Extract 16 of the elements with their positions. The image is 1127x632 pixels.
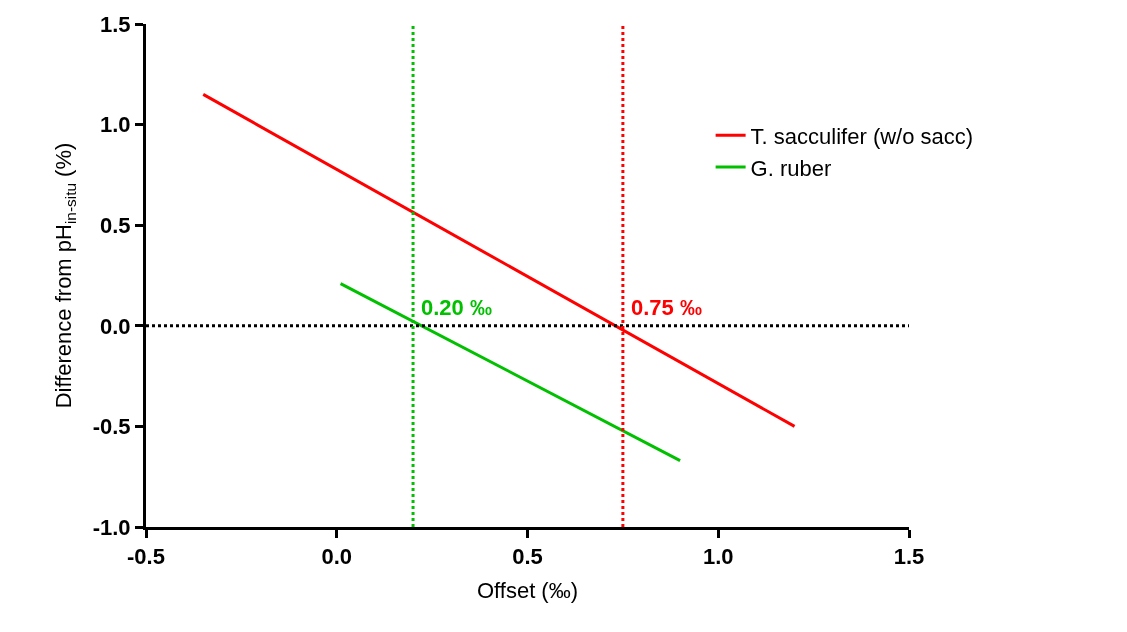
legend-label: G. ruber	[750, 155, 832, 181]
x-tick-label: 1.5	[893, 544, 925, 570]
y-tick-label: 0.5	[100, 212, 131, 238]
x-tick-label: 1.0	[702, 544, 734, 570]
y-tick-label: 1.0	[100, 112, 131, 138]
ref-line-label: 0.20 ‰	[421, 295, 492, 320]
legend-label: T. sacculifer (w/o sacc)	[750, 123, 974, 149]
x-tick-label: 0.0	[321, 544, 353, 570]
x-tick-label: 0.5	[512, 544, 543, 570]
y-tick-label: -0.5	[92, 414, 131, 440]
y-tick-label: 0.0	[100, 313, 131, 339]
y-tick-label: 1.5	[100, 11, 131, 37]
y-tick-label: -1.0	[92, 514, 131, 540]
x-axis-title: Offset (‰)	[476, 578, 579, 604]
x-tick-label: -0.5	[127, 544, 165, 570]
ref-line-label: 0.75 ‰	[631, 295, 702, 320]
